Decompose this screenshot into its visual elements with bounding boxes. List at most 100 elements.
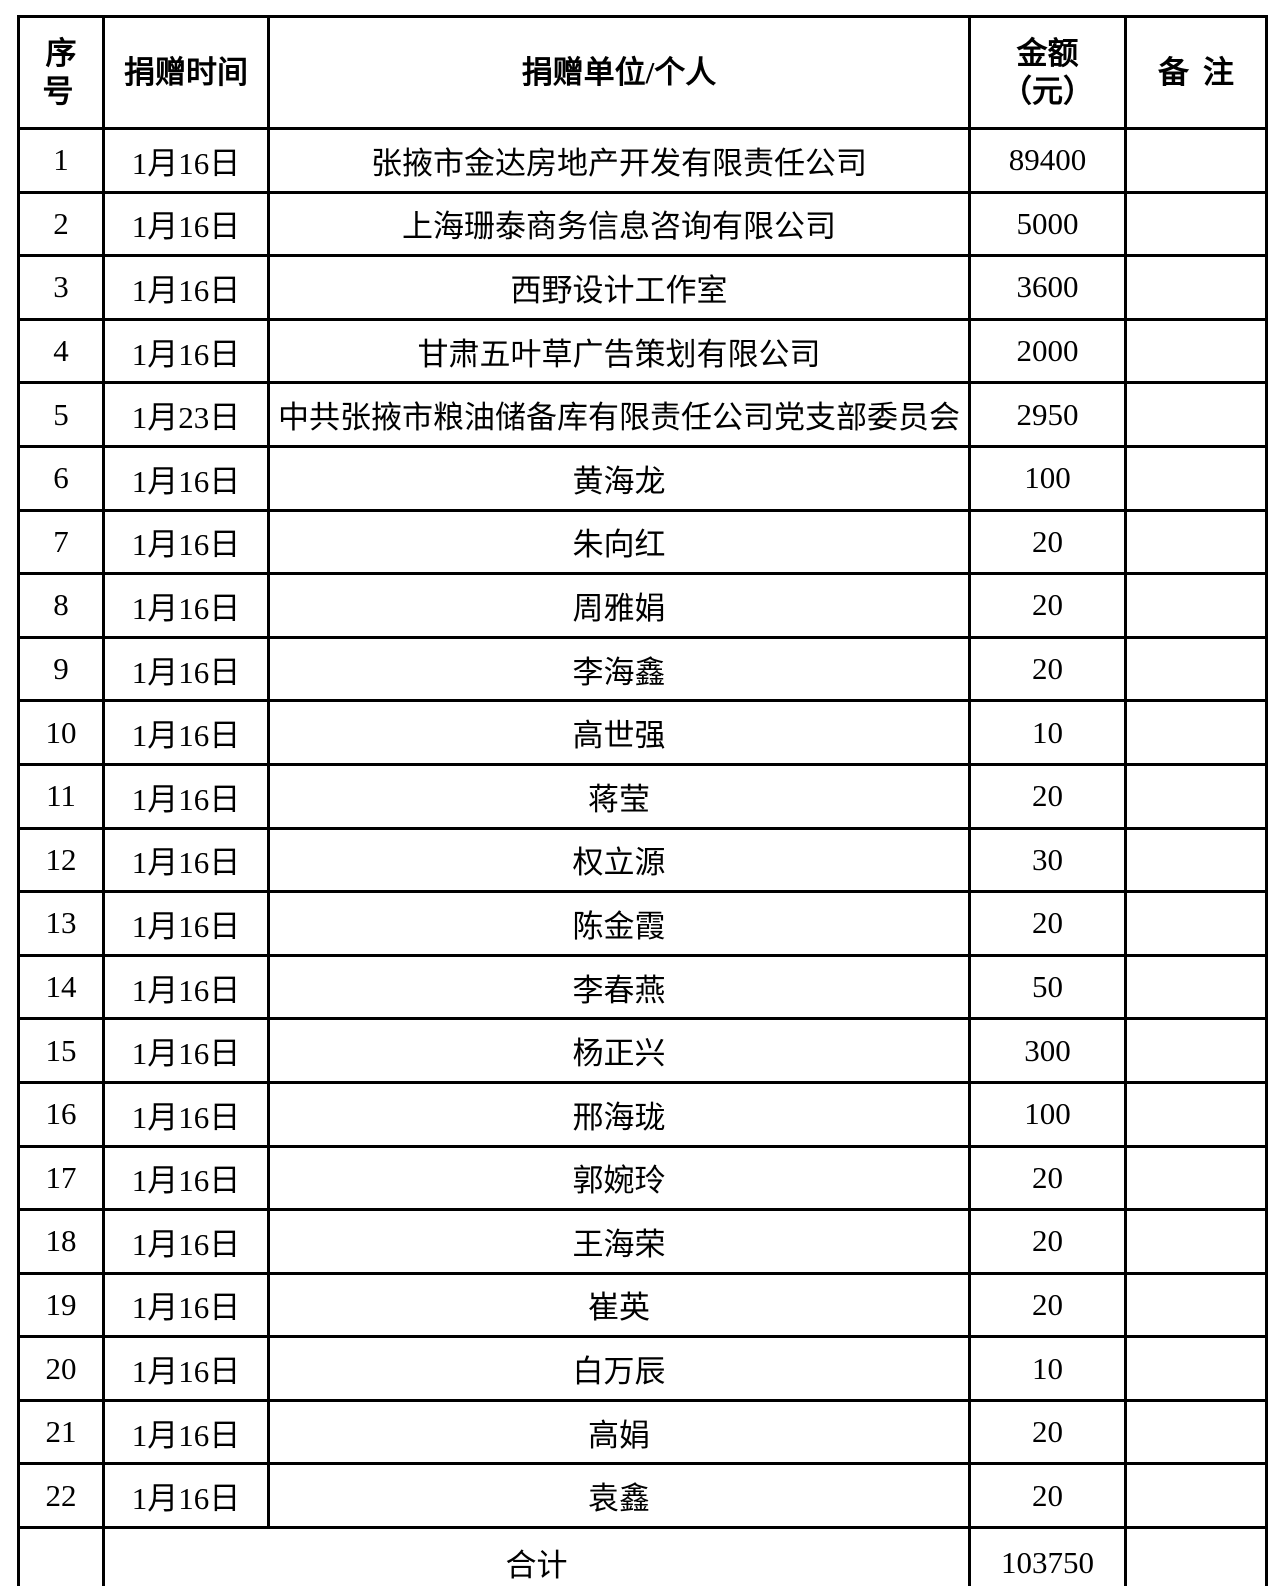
amount-cell: 20	[968, 890, 1127, 957]
serial-cell: 22	[17, 1462, 105, 1530]
table-row: 17 1月16日 郭婉玲 20	[17, 1144, 1268, 1212]
date-cell: 1月16日	[102, 1144, 270, 1212]
date-cell: 1月16日	[102, 1462, 270, 1530]
remark-cell	[1124, 826, 1268, 894]
date-cell: 1月16日	[102, 1080, 270, 1148]
amount-cell: 2950	[968, 381, 1127, 448]
amount-cell: 20	[968, 1271, 1127, 1339]
col-header-remark: 备注	[1124, 15, 1268, 130]
remark-cell	[1124, 1080, 1268, 1148]
date-cell: 1月16日	[102, 508, 270, 576]
donor-cell: 高娟	[267, 1398, 971, 1466]
donor-cell: 李海鑫	[267, 635, 971, 703]
remark-cell	[1124, 1271, 1268, 1339]
serial-cell: 8	[17, 572, 105, 639]
header-row: 序号 捐赠时间 捐赠单位/个人 金额 （元） 备注	[17, 15, 1268, 130]
date-cell: 1月16日	[102, 1017, 270, 1084]
amount-cell: 20	[968, 1208, 1127, 1275]
serial-cell: 14	[17, 953, 105, 1021]
remark-cell	[1124, 953, 1268, 1021]
col-header-serial: 序号	[17, 15, 105, 130]
remark-cell	[1124, 317, 1268, 385]
total-amount-cell: 103750	[968, 1526, 1127, 1586]
table-row: 8 1月16日 周雅娟 20	[17, 572, 1268, 639]
serial-cell: 20	[17, 1335, 105, 1402]
remark-cell	[1124, 1144, 1268, 1212]
serial-cell: 5	[17, 381, 105, 448]
table-row: 20 1月16日 白万辰 10	[17, 1335, 1268, 1402]
date-cell: 1月16日	[102, 444, 270, 512]
donor-cell: 郭婉玲	[267, 1144, 971, 1212]
date-cell: 1月16日	[102, 190, 270, 258]
table-row: 3 1月16日 西野设计工作室 3600	[17, 254, 1268, 321]
table-row: 7 1月16日 朱向红 20	[17, 508, 1268, 576]
date-cell: 1月16日	[102, 1208, 270, 1275]
date-cell: 1月16日	[102, 317, 270, 385]
donor-cell: 张掖市金达房地产开发有限责任公司	[267, 127, 971, 194]
remark-cell	[1124, 381, 1268, 448]
date-cell: 1月16日	[102, 699, 270, 766]
donor-cell: 王海荣	[267, 1208, 971, 1275]
donor-cell: 杨正兴	[267, 1017, 971, 1084]
table-row: 16 1月16日 邢海珑 100	[17, 1080, 1268, 1148]
serial-cell: 16	[17, 1080, 105, 1148]
date-cell: 1月16日	[102, 826, 270, 894]
amount-cell: 5000	[968, 190, 1127, 258]
serial-cell: 10	[17, 699, 105, 766]
donor-cell: 朱向红	[267, 508, 971, 576]
col-header-donor: 捐赠单位/个人	[267, 15, 971, 130]
date-cell: 1月23日	[102, 381, 270, 448]
donor-cell: 上海珊泰商务信息咨询有限公司	[267, 190, 971, 258]
remark-cell	[1124, 1462, 1268, 1530]
donor-cell: 陈金霞	[267, 890, 971, 957]
serial-cell: 11	[17, 762, 105, 830]
table-row: 5 1月23日 中共张掖市粮油储备库有限责任公司党支部委员会 2950	[17, 381, 1268, 448]
remark-cell	[1124, 444, 1268, 512]
table-row: 15 1月16日 杨正兴 300	[17, 1017, 1268, 1084]
amount-cell: 20	[968, 508, 1127, 576]
remark-cell	[1124, 1398, 1268, 1466]
remark-cell	[1124, 890, 1268, 957]
table-row: 18 1月16日 王海荣 20	[17, 1208, 1268, 1275]
serial-cell: 9	[17, 635, 105, 703]
table-row: 2 1月16日 上海珊泰商务信息咨询有限公司 5000	[17, 190, 1268, 258]
amount-cell: 20	[968, 635, 1127, 703]
donation-table: 序号 捐赠时间 捐赠单位/个人 金额 （元） 备注 1 1月16日 张掖市金达房…	[17, 15, 1268, 1586]
date-cell: 1月16日	[102, 1335, 270, 1402]
date-cell: 1月16日	[102, 890, 270, 957]
serial-cell: 3	[17, 254, 105, 321]
donor-cell: 西野设计工作室	[267, 254, 971, 321]
remark-cell	[1124, 699, 1268, 766]
donor-cell: 甘肃五叶草广告策划有限公司	[267, 317, 971, 385]
donor-cell: 崔英	[267, 1271, 971, 1339]
remark-cell	[1124, 508, 1268, 576]
serial-cell: 1	[17, 127, 105, 194]
table-row: 10 1月16日 高世强 10	[17, 699, 1268, 766]
table-row: 4 1月16日 甘肃五叶草广告策划有限公司 2000	[17, 317, 1268, 385]
serial-cell: 2	[17, 190, 105, 258]
col-header-date: 捐赠时间	[102, 15, 270, 130]
total-row: 合计 103750	[17, 1526, 1268, 1586]
remark-cell	[1124, 1208, 1268, 1275]
table-row: 13 1月16日 陈金霞 20	[17, 890, 1268, 957]
serial-cell: 4	[17, 317, 105, 385]
remark-cell	[1124, 190, 1268, 258]
date-cell: 1月16日	[102, 635, 270, 703]
table-row: 9 1月16日 李海鑫 20	[17, 635, 1268, 703]
remark-cell	[1124, 572, 1268, 639]
table-row: 12 1月16日 权立源 30	[17, 826, 1268, 894]
amount-cell: 100	[968, 444, 1127, 512]
date-cell: 1月16日	[102, 127, 270, 194]
amount-cell: 20	[968, 762, 1127, 830]
amount-cell: 30	[968, 826, 1127, 894]
table-row: 19 1月16日 崔英 20	[17, 1271, 1268, 1339]
serial-cell: 7	[17, 508, 105, 576]
amount-cell: 3600	[968, 254, 1127, 321]
serial-cell: 15	[17, 1017, 105, 1084]
remark-cell	[1124, 762, 1268, 830]
donor-cell: 高世强	[267, 699, 971, 766]
serial-cell: 21	[17, 1398, 105, 1466]
donor-cell: 李春燕	[267, 953, 971, 1021]
amount-cell: 2000	[968, 317, 1127, 385]
